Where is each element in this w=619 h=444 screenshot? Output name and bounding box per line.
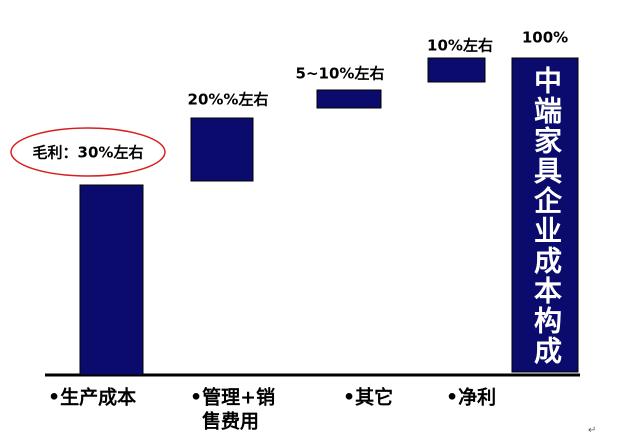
category-label: •净利 xyxy=(446,386,496,409)
value-label: 10%左右 xyxy=(427,37,493,55)
bar-net xyxy=(427,57,486,83)
return-mark: ↵ xyxy=(588,425,596,436)
category-label: •管理+销 xyxy=(190,386,275,409)
category-label: 售费用 xyxy=(201,410,259,433)
value-label: 100% xyxy=(522,29,568,47)
category-label: •其它 xyxy=(343,386,393,409)
category-label: •生产成本 xyxy=(48,386,136,409)
highlight-ellipse xyxy=(10,127,166,177)
total-text: 中端家具企业成本构成 xyxy=(530,66,563,366)
bar-total xyxy=(511,57,579,373)
bar-production xyxy=(79,184,144,376)
bar-admin xyxy=(190,117,254,182)
value-label: 20%%左右 xyxy=(188,91,269,109)
gross-margin-label: 毛利：30%左右 xyxy=(33,144,144,162)
bar-other xyxy=(316,89,382,109)
value-label: 5~10%左右 xyxy=(296,65,385,83)
